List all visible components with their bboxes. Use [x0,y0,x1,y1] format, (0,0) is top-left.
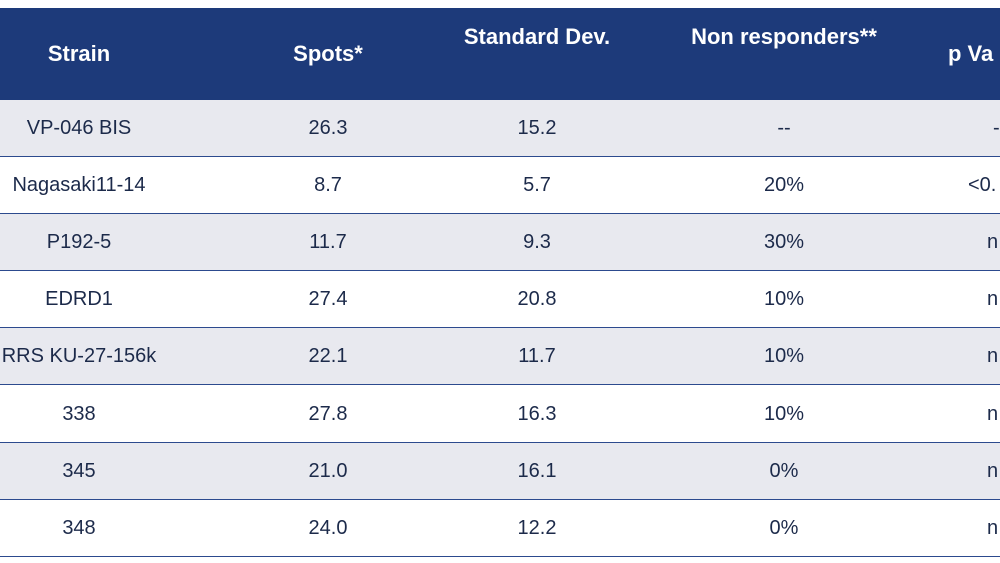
table-cell: 12.2 [517,516,557,539]
header-cell: Non responders** [691,24,877,49]
table-cell: 15.2 [517,117,557,139]
table-header: Strain Spots* Standard Dev. Non responders*… [0,8,1000,100]
table-cell: 11.7 [518,345,556,368]
table-cell: 30% [763,231,805,254]
table-cell: 27.8 [308,402,348,425]
table-cell: RRS KU-27-156k [1,345,157,368]
table-cell: 338 [62,402,96,425]
table-cell: 10% [763,345,805,368]
table-cell: n [987,516,999,539]
table-cell: Nagasaki11-14 [12,174,146,197]
table-cell: n [987,288,999,311]
table-cell: 0% [769,516,799,539]
header-cell: p Va [948,41,994,66]
table-row: P192-5 11.7 9.3 30% n [0,214,1000,272]
table-cell: 10% [763,288,805,311]
table-row: EDRD1 27.4 20.8 10% n [0,271,1000,329]
table-row: VP-046 BIS 26.3 15.2 -- - [0,100,1000,157]
table-cell: 11.7 [309,231,347,254]
table-cell: n [987,231,999,254]
table-row: RRS KU-27-156k 22.1 11.7 10% n [0,328,1000,386]
table-cell: 5.7 [523,174,551,197]
table-cell: 20.8 [517,288,557,311]
table-cell: n [987,402,999,425]
table-cell: P192-5 [46,231,112,254]
table-cell: VP-046 BIS [26,117,132,139]
table-cell: 16.3 [517,402,557,425]
table-cell: 16.1 [517,459,557,482]
table-cell: <0. [968,174,997,197]
table-cell: -- [777,117,791,139]
table-cell: 8.7 [314,174,342,197]
table-cell: 0% [769,459,799,482]
table-row: 338 27.8 16.3 10% n [0,386,1000,443]
table-cell: 348 [62,516,96,539]
table-cell: 27.4 [308,288,348,311]
table-row: 348 24.0 12.2 0% n [0,500,1000,557]
table-cell: 9.3 [523,231,551,254]
table-cell: 21.0 [308,459,348,482]
table-cell: 22.1 [308,345,348,368]
table-cell: 20% [763,174,805,197]
table-row: 345 21.0 16.1 0% n [0,442,1000,500]
header-cell: Strain [47,41,111,66]
table-cell: - [993,117,1000,139]
table-cell: n [987,345,999,368]
table-cell: EDRD1 [45,288,113,311]
table-cell: n [987,459,999,482]
table-cell: 345 [62,459,96,482]
table-row: Nagasaki11-14 8.7 5.7 20% <0. [0,157,1000,215]
table-cell: 26.3 [308,117,348,139]
table-cell: 24.0 [308,516,348,539]
header-cell: Spots* [293,41,363,66]
header-cell: Standard Dev. [463,24,611,49]
table-cell: 10% [763,402,805,425]
